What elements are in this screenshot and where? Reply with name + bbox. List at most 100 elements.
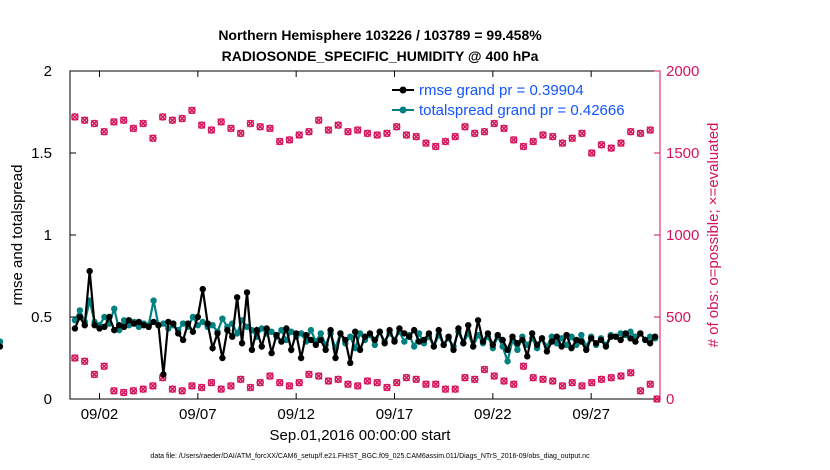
rmse-point — [484, 330, 492, 337]
rmse-point — [524, 353, 531, 360]
obs-evaluated-marker — [139, 385, 147, 393]
data-file-caption: data file: /Users/raeder/DAI/ATM_forcXX/… — [150, 453, 590, 460]
obs-evaluated-marker — [246, 383, 255, 392]
obs-evaluated-marker — [597, 375, 606, 384]
legend-rmse-label: rmse grand pr = 0.39904 — [419, 82, 584, 99]
x-axis: 09/02 09/07 09/12 09/17 09/22 09/27 — [81, 71, 610, 423]
rmse-point — [406, 333, 413, 340]
rmse-point — [583, 346, 590, 353]
y-left-tick-label: 0 — [44, 391, 52, 408]
obs-possible-marker — [129, 124, 138, 133]
obs-evaluated-marker — [275, 378, 284, 387]
y-left-tick-label: 1 — [44, 227, 52, 244]
rmse-point — [238, 340, 246, 347]
spread-point — [347, 333, 354, 340]
rmse-point — [455, 325, 462, 332]
obs-possible-marker — [295, 131, 303, 139]
x-tick-label: 09/07 — [179, 406, 217, 423]
rmse-point — [71, 325, 79, 332]
rmse-point — [612, 333, 619, 340]
rmse-point — [543, 348, 551, 355]
rmse-point — [371, 336, 379, 344]
spread-point — [410, 343, 418, 350]
obs-possible-marker — [363, 129, 372, 138]
obs-possible-marker — [441, 137, 450, 146]
rmse-point — [376, 328, 383, 335]
rmse-point — [425, 330, 433, 337]
y-right-tick-label: 1000 — [666, 227, 699, 244]
rmse-point — [307, 336, 315, 344]
rmse-point — [96, 325, 103, 332]
rmse-point — [391, 338, 398, 345]
rmse-point — [111, 326, 118, 334]
obs-possible-marker — [314, 116, 323, 124]
obs-possible-marker — [500, 124, 508, 133]
y-right-tick-label: 2000 — [666, 63, 699, 80]
spread-point — [514, 346, 521, 353]
rmse-point — [189, 328, 197, 335]
rmse-point — [479, 338, 487, 345]
x-tick-label: 09/02 — [81, 406, 119, 423]
obs-possible-marker — [256, 123, 264, 131]
spread-point — [307, 326, 315, 334]
obs-possible-marker — [305, 127, 313, 136]
x-tick-label: 09/22 — [474, 406, 512, 423]
obs-evaluated-marker — [636, 387, 645, 395]
legend-spread-label: totalspread grand pr = 0.42666 — [419, 102, 625, 119]
obs-possible-marker — [373, 131, 381, 139]
obs-possible-marker — [217, 118, 225, 126]
spread-point — [258, 325, 265, 332]
rmse-point — [627, 335, 634, 342]
obs-possible-marker — [392, 123, 401, 131]
spread-point — [504, 358, 511, 365]
rmse-point — [494, 331, 501, 339]
rmse-point — [283, 325, 290, 332]
obs-evaluated-marker — [422, 380, 430, 388]
rmse-point — [563, 331, 570, 339]
rmse-point — [519, 336, 526, 344]
rmse-point — [253, 326, 261, 334]
rmse-point — [410, 326, 418, 334]
rmse-point — [602, 343, 610, 350]
rmse-point — [361, 333, 369, 340]
obs-evaluated-marker — [119, 388, 128, 397]
rmse-point — [469, 343, 477, 350]
rmse-point — [150, 318, 157, 326]
spread-point — [415, 330, 423, 337]
obs-possible-marker — [568, 134, 576, 142]
spread-point — [646, 333, 654, 340]
spread-point — [120, 317, 128, 324]
obs-possible-marker — [353, 126, 362, 134]
x-tick-label: 09/27 — [572, 406, 610, 423]
rmse-point — [263, 325, 270, 332]
obs-possible-marker — [646, 126, 654, 134]
rmse-point — [155, 322, 162, 329]
obs-possible-marker — [168, 116, 177, 124]
obs-possible-marker — [383, 129, 391, 138]
rmse-point — [420, 336, 428, 344]
rmse-point — [184, 320, 192, 327]
obs-evaluated-marker — [334, 375, 342, 384]
obs-evaluated-marker — [324, 377, 333, 385]
obs-evaluated-marker — [314, 372, 323, 380]
obs-possible-marker — [71, 113, 79, 121]
rmse-point — [342, 336, 349, 344]
rmse-point — [347, 359, 354, 367]
rmse-point — [145, 323, 152, 331]
spread-point — [76, 307, 84, 314]
rmse-point — [558, 343, 565, 350]
spread-point — [179, 320, 187, 327]
obs-evaluated-marker — [558, 382, 567, 390]
obs-possible-marker — [451, 132, 459, 141]
obs-possible-series — [71, 106, 654, 157]
rmse-point — [632, 338, 639, 345]
obs-evaluated-marker — [285, 382, 294, 390]
spread-point — [356, 330, 364, 337]
y-axis-left: 0 0.5 1 1.5 2 — [31, 63, 76, 408]
spread-point — [548, 333, 556, 340]
rmse-point — [597, 336, 605, 344]
spread-point — [578, 331, 585, 339]
obs-evaluated-marker — [539, 375, 547, 384]
obs-possible-marker — [90, 119, 99, 128]
